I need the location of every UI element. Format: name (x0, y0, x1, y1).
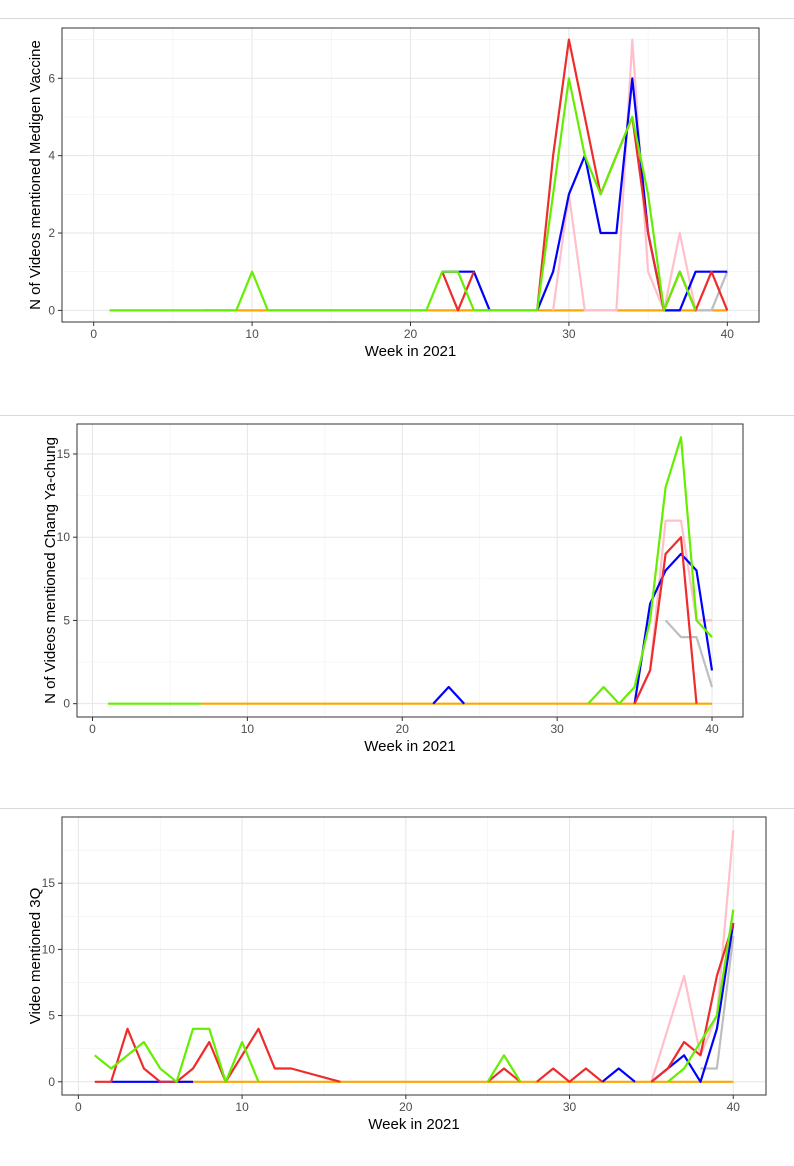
x-axis-label: Week in 2021 (368, 1116, 459, 1133)
x-tick-label: 40 (721, 327, 735, 341)
x-tick-label: 10 (235, 1100, 249, 1114)
chart-medigen: 0 10 20 30 40 0 2 4 6 Week in 2021 N of Videos men… (27, 27, 760, 360)
separator-line (0, 18, 794, 19)
x-tick-label: 0 (89, 722, 96, 736)
chart-chang-ya-chung: 0 10 20 30 40 0 5 10 15 Week in 2021 N of Videos m… (42, 423, 744, 755)
series-green (587, 436, 713, 705)
series-pink (650, 830, 735, 1083)
x-tick-label: 20 (396, 722, 410, 736)
x-tick-label: 20 (399, 1100, 413, 1114)
y-tick-label: 0 (48, 303, 55, 317)
separator-line (0, 415, 794, 416)
y-tick-label: 15 (42, 876, 56, 890)
x-axis-label: Week in 2021 (364, 738, 455, 755)
series-grey (695, 271, 729, 312)
plot-panel (76, 423, 744, 718)
y-axis-label: Video mentioned 3Q (27, 888, 44, 1025)
series-red (536, 1067, 603, 1083)
series-blue (650, 922, 735, 1083)
x-tick-label: 30 (563, 1100, 577, 1114)
y-tick-label: 15 (57, 447, 71, 461)
y-tick-label: 0 (63, 697, 70, 711)
series-blue (432, 685, 466, 705)
series-grey (700, 935, 735, 1070)
series-pink (552, 38, 697, 312)
series-green (94, 1027, 260, 1083)
series-red (633, 536, 698, 705)
y-tick-label: 5 (63, 613, 70, 627)
series-green (667, 909, 735, 1083)
series-red (441, 271, 475, 312)
x-tick-label: 0 (75, 1100, 82, 1114)
series-blue (633, 552, 714, 704)
series-grey (664, 619, 714, 688)
y-tick-label: 10 (57, 530, 71, 544)
series-red (487, 1067, 522, 1083)
series-green (109, 77, 697, 312)
plot-panel (61, 816, 767, 1096)
series-green (486, 1054, 522, 1083)
x-tick-label: 30 (550, 722, 564, 736)
y-axis-label: N of Videos mentioned Chang Ya-chung (42, 437, 59, 704)
y-tick-label: 0 (48, 1075, 55, 1089)
y-tick-label: 6 (48, 71, 55, 85)
x-axis-label: Week in 2021 (365, 343, 456, 360)
x-tick-label: 20 (404, 327, 418, 341)
series-blue (601, 1067, 636, 1083)
y-tick-label: 2 (48, 226, 55, 240)
x-tick-label: 10 (241, 722, 255, 736)
x-tick-label: 40 (727, 1100, 741, 1114)
series-red (650, 922, 735, 1083)
x-tick-label: 0 (90, 327, 97, 341)
series-red (94, 1027, 341, 1083)
y-tick-label: 10 (42, 942, 56, 956)
y-tick-label: 5 (48, 1009, 55, 1023)
y-tick-label: 4 (48, 149, 55, 163)
separator-line (0, 808, 794, 809)
y-axis-label: N of Videos mentioned Medigen Vaccine (27, 40, 44, 310)
x-tick-label: 40 (705, 722, 719, 736)
x-tick-label: 10 (245, 327, 259, 341)
series-blue (536, 77, 728, 312)
x-tick-label: 30 (562, 327, 576, 341)
